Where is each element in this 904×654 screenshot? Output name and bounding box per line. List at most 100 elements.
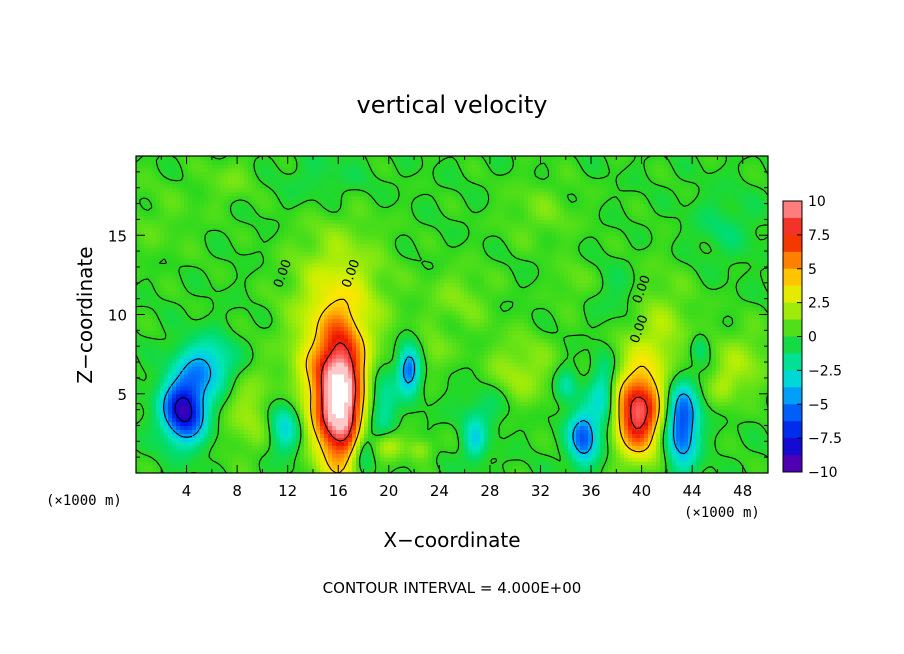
heatmap-cell [584,441,589,446]
heatmap-cell [284,425,289,431]
heatmap-cell [548,469,553,473]
heatmap-cell [604,393,609,399]
heatmap-cell [620,397,625,403]
heatmap-cell [144,465,149,470]
heatmap-cell [536,461,541,466]
heatmap-cell [476,465,481,470]
heatmap-cell [404,417,409,423]
heatmap-cell [556,354,561,359]
heatmap-cell [424,457,429,462]
heatmap-cell [440,358,445,363]
heatmap-cell [180,465,185,470]
heatmap-cell [460,417,465,423]
heatmap-cell [476,358,481,363]
heatmap-cell [164,469,169,473]
heatmap-cell [724,401,729,407]
heatmap-cell [508,445,513,450]
heatmap-cell [412,429,417,434]
heatmap-cell [748,469,753,473]
heatmap-cell [516,366,521,371]
heatmap-cell [244,437,249,442]
heatmap-cell [364,373,369,379]
heatmap-cell [280,405,285,411]
heatmap-cell [176,354,181,359]
heatmap-cell [212,397,217,403]
heatmap-cell [496,397,501,403]
heatmap-cell [144,445,149,450]
heatmap-cell [468,405,473,411]
heatmap-cell [292,413,297,419]
heatmap-cell [424,389,429,395]
heatmap-cell [264,350,269,355]
heatmap-cell [272,421,277,427]
heatmap-cell [180,453,185,458]
heatmap-cell [700,409,705,415]
heatmap-cell [400,421,405,427]
heatmap-cell [532,421,537,427]
heatmap-cell [572,457,577,462]
heatmap-cell [760,369,765,375]
heatmap-cell [364,461,369,466]
heatmap-cell [320,362,325,367]
heatmap-cell [532,389,537,395]
heatmap-cell [584,465,589,470]
heatmap-cell [556,457,561,462]
heatmap-cell [652,437,657,442]
heatmap-cell [532,377,537,383]
heatmap-cell [352,409,357,415]
heatmap-cell [444,393,449,399]
heatmap-cell [524,381,529,387]
heatmap-cell [212,385,217,391]
heatmap-cell [188,358,193,363]
heatmap-cell [344,362,349,367]
heatmap-cell [536,366,541,371]
heatmap-cell [152,469,157,473]
heatmap-cell [160,346,165,351]
heatmap-cell [160,417,165,423]
heatmap-cell [416,373,421,379]
heatmap-cell [176,362,181,367]
heatmap-cell [504,369,509,375]
heatmap-cell [284,461,289,466]
heatmap-cell [756,362,761,367]
heatmap-cell [296,366,301,371]
heatmap-cell [504,393,509,399]
heatmap-cell [544,397,549,403]
heatmap-cell [200,401,205,407]
heatmap-cell [564,453,569,458]
heatmap-cell [212,350,217,355]
heatmap-cell [272,441,277,446]
heatmap-cell [632,437,637,442]
heatmap-cell [560,373,565,379]
heatmap-cell [444,461,449,466]
heatmap-cell [352,366,357,371]
heatmap-cell [712,397,717,403]
heatmap-cell [452,461,457,466]
heatmap-cell [276,457,281,462]
heatmap-cell [576,409,581,415]
heatmap-cell [316,385,321,391]
heatmap-cell [444,377,449,383]
heatmap-cell [280,437,285,442]
heatmap-cell [760,377,765,383]
heatmap-cell [552,453,557,458]
heatmap-cell [316,393,321,399]
heatmap-cell [276,437,281,442]
heatmap-cell [696,373,701,379]
heatmap-cell [368,429,373,434]
heatmap-cell [596,433,601,438]
heatmap-cell [188,425,193,431]
heatmap-cell [304,445,309,450]
heatmap-cell [332,405,337,411]
heatmap-cell [332,465,337,470]
heatmap-cell [592,389,597,395]
heatmap-cell [280,449,285,454]
heatmap-cell [672,449,677,454]
heatmap-cell [704,453,709,458]
heatmap-cell [440,354,445,359]
heatmap-cell [448,346,453,351]
heatmap-cell [260,457,265,462]
heatmap-cell [660,385,665,391]
heatmap-cell [244,377,249,383]
heatmap-cell [480,362,485,367]
